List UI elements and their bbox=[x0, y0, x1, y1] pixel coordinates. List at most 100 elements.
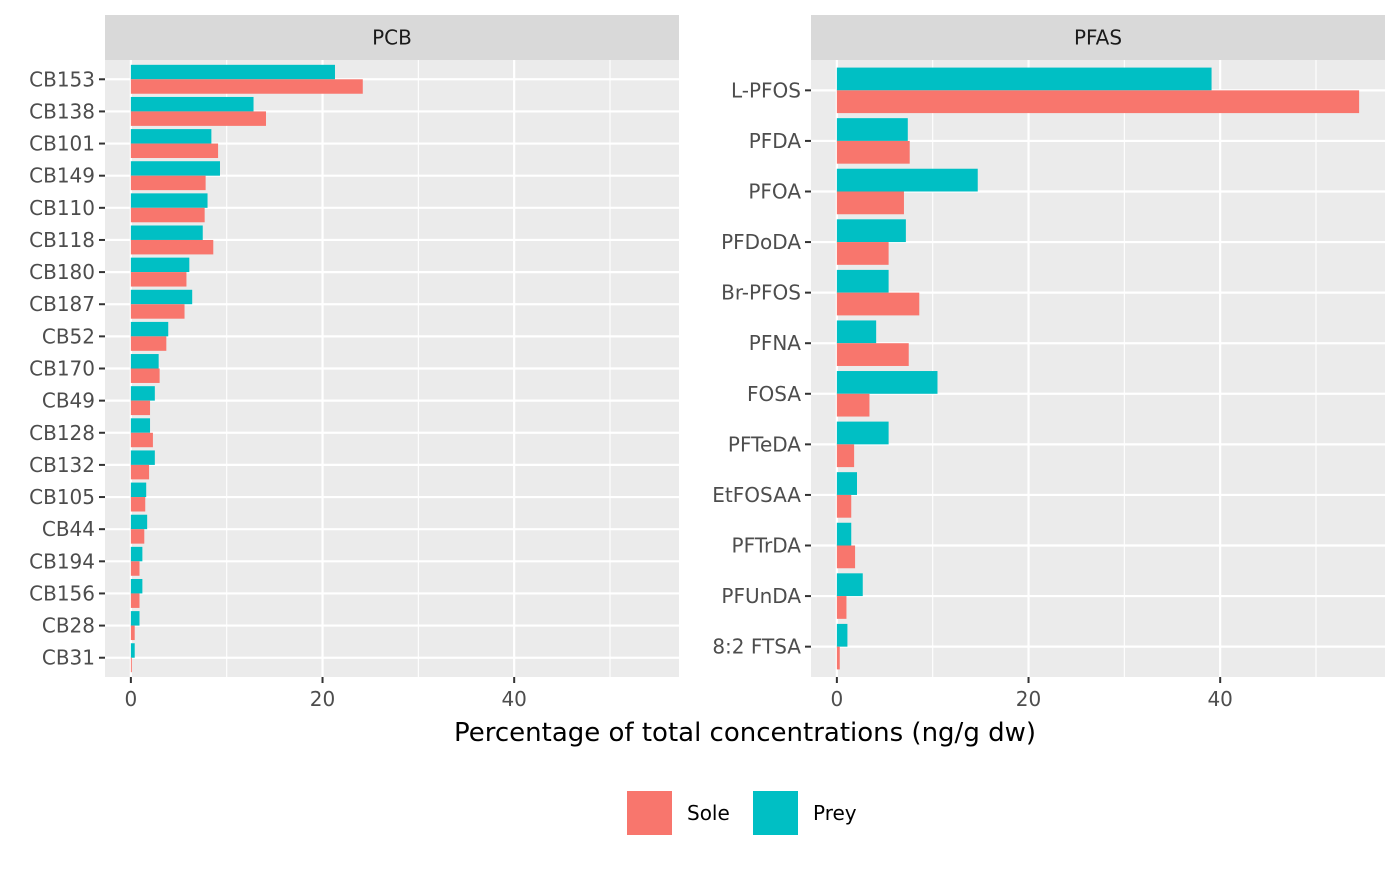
bar-prey-cb187 bbox=[130, 289, 193, 305]
bar-sole-pfteda bbox=[836, 444, 855, 468]
bar-prey-cb101 bbox=[130, 129, 212, 144]
bar-sole-cb180 bbox=[130, 272, 187, 287]
y-tick-label: PFTeDA bbox=[728, 432, 801, 456]
legend-key-prey bbox=[753, 791, 798, 835]
bar-prey-cb118 bbox=[130, 225, 203, 240]
bar-sole-cb49 bbox=[130, 400, 151, 416]
bar-sole-cb132 bbox=[130, 464, 150, 480]
y-tick-label: PFOA bbox=[748, 179, 801, 203]
panel-pfas: PFAS L-PFOS PFDA PFOA PFDoDA Br-PFOS PFNA FOSA P… bbox=[712, 15, 1385, 711]
bar-prey-cb149 bbox=[130, 161, 220, 176]
y-tick-label: CB128 bbox=[29, 421, 95, 445]
bar-prey-fosa bbox=[836, 371, 938, 394]
bar-prey-cb170 bbox=[130, 354, 159, 369]
bar-prey-pftrda bbox=[836, 522, 852, 546]
x-tick-label: 0 bbox=[831, 687, 844, 711]
bar-prey-cb105 bbox=[130, 482, 147, 498]
bar-prey-cb49 bbox=[130, 386, 155, 401]
bar-prey-pfda bbox=[836, 118, 908, 141]
facet-strip-label: PCB bbox=[372, 26, 412, 50]
x-tick-label: 20 bbox=[1016, 687, 1041, 711]
bar-sole-pfda bbox=[836, 140, 910, 164]
y-tick-label: CB194 bbox=[29, 549, 95, 573]
bar-sole-cb153 bbox=[130, 79, 363, 94]
bar-prey-pfoa bbox=[836, 168, 978, 192]
facet-strip-label: PFAS bbox=[1074, 26, 1122, 50]
y-tick-label: CB153 bbox=[29, 67, 95, 91]
legend-label-sole: Sole bbox=[687, 801, 730, 825]
y-tick-label: CB170 bbox=[29, 357, 95, 381]
panels-layer: PCB CB153 CB138 CB101 CB149 CB110 CB118 CB180 CB… bbox=[29, 15, 1385, 711]
bar-prey-cb132 bbox=[130, 450, 155, 465]
bar-sole-cb187 bbox=[130, 304, 185, 319]
bar-sole-cb194 bbox=[130, 561, 140, 576]
y-tick-label: FOSA bbox=[747, 382, 801, 406]
bar-sole-etfosaa bbox=[836, 494, 852, 518]
y-tick-label: PFDoDA bbox=[721, 230, 801, 254]
y-tick-label: CB31 bbox=[42, 646, 95, 670]
y-tick-label: CB101 bbox=[29, 132, 95, 156]
bar-sole-cb170 bbox=[130, 368, 160, 383]
bar-prey-8-2-ftsa bbox=[836, 623, 848, 647]
bar-prey-br-pfos bbox=[836, 269, 889, 293]
y-tick-label: CB138 bbox=[29, 99, 95, 123]
bar-sole-cb52 bbox=[130, 336, 167, 351]
bar-prey-cb156 bbox=[130, 578, 143, 594]
y-tick-label: CB187 bbox=[29, 292, 95, 316]
bar-sole-8-2-ftsa bbox=[836, 646, 840, 670]
bar-prey-cb128 bbox=[130, 418, 151, 433]
bar-prey-cb52 bbox=[130, 321, 169, 337]
y-tick-label: CB28 bbox=[42, 614, 95, 638]
bar-prey-pfna bbox=[836, 320, 877, 344]
bar-sole-cb31 bbox=[130, 657, 132, 673]
y-tick-label: 8:2 FTSA bbox=[712, 635, 801, 659]
y-tick-label: CB118 bbox=[29, 228, 95, 252]
bar-prey-cb138 bbox=[130, 96, 254, 112]
bar-prey-cb153 bbox=[130, 64, 335, 80]
bar-prey-cb31 bbox=[130, 643, 135, 658]
bar-prey-cb44 bbox=[130, 514, 148, 530]
y-tick-label: PFUnDA bbox=[721, 584, 801, 608]
bar-sole-pftrda bbox=[836, 545, 856, 569]
bar-prey-cb180 bbox=[130, 257, 190, 273]
facet-strip bbox=[105, 15, 679, 60]
bar-sole-cb138 bbox=[130, 111, 266, 126]
y-tick-label: CB156 bbox=[29, 581, 95, 605]
bar-sole-cb105 bbox=[130, 497, 146, 512]
bar-sole-cb110 bbox=[130, 207, 205, 223]
legend-key-sole bbox=[627, 791, 672, 835]
bar-sole-pfdoda bbox=[836, 242, 889, 265]
bar-sole-cb28 bbox=[130, 625, 135, 641]
bar-prey-l-pfos bbox=[836, 67, 1212, 91]
y-tick-label: CB52 bbox=[42, 324, 95, 348]
y-tick-label: Br-PFOS bbox=[721, 281, 801, 305]
facet-strip bbox=[811, 15, 1385, 60]
bar-prey-etfosaa bbox=[836, 472, 857, 495]
bar-sole-cb44 bbox=[130, 529, 145, 544]
x-tick-label: 20 bbox=[310, 687, 335, 711]
y-tick-label: CB132 bbox=[29, 453, 95, 477]
bar-sole-l-pfos bbox=[836, 90, 1360, 114]
x-tick-label: 40 bbox=[501, 687, 526, 711]
y-tick-label: PFTrDA bbox=[732, 534, 802, 558]
bar-prey-pfteda bbox=[836, 421, 889, 445]
y-tick-label: CB49 bbox=[42, 389, 95, 413]
bar-sole-cb101 bbox=[130, 143, 219, 159]
bar-prey-cb194 bbox=[130, 546, 143, 562]
x-tick-label: 0 bbox=[125, 687, 138, 711]
bar-sole-br-pfos bbox=[836, 292, 920, 316]
bar-prey-pfunda bbox=[836, 573, 863, 597]
bar-sole-pfoa bbox=[836, 191, 904, 215]
bar-prey-cb110 bbox=[130, 193, 208, 208]
y-tick-label: CB44 bbox=[42, 517, 95, 541]
legend: Sole Prey bbox=[627, 791, 857, 835]
y-tick-label: PFNA bbox=[749, 331, 802, 355]
bar-sole-cb156 bbox=[130, 593, 140, 608]
y-tick-label: CB105 bbox=[29, 485, 95, 509]
y-tick-label: PFDA bbox=[749, 129, 802, 153]
panel-pcb: PCB CB153 CB138 CB101 CB149 CB110 CB118 CB180 CB… bbox=[29, 15, 679, 711]
bar-sole-cb128 bbox=[130, 432, 153, 448]
y-tick-label: CB180 bbox=[29, 260, 95, 284]
